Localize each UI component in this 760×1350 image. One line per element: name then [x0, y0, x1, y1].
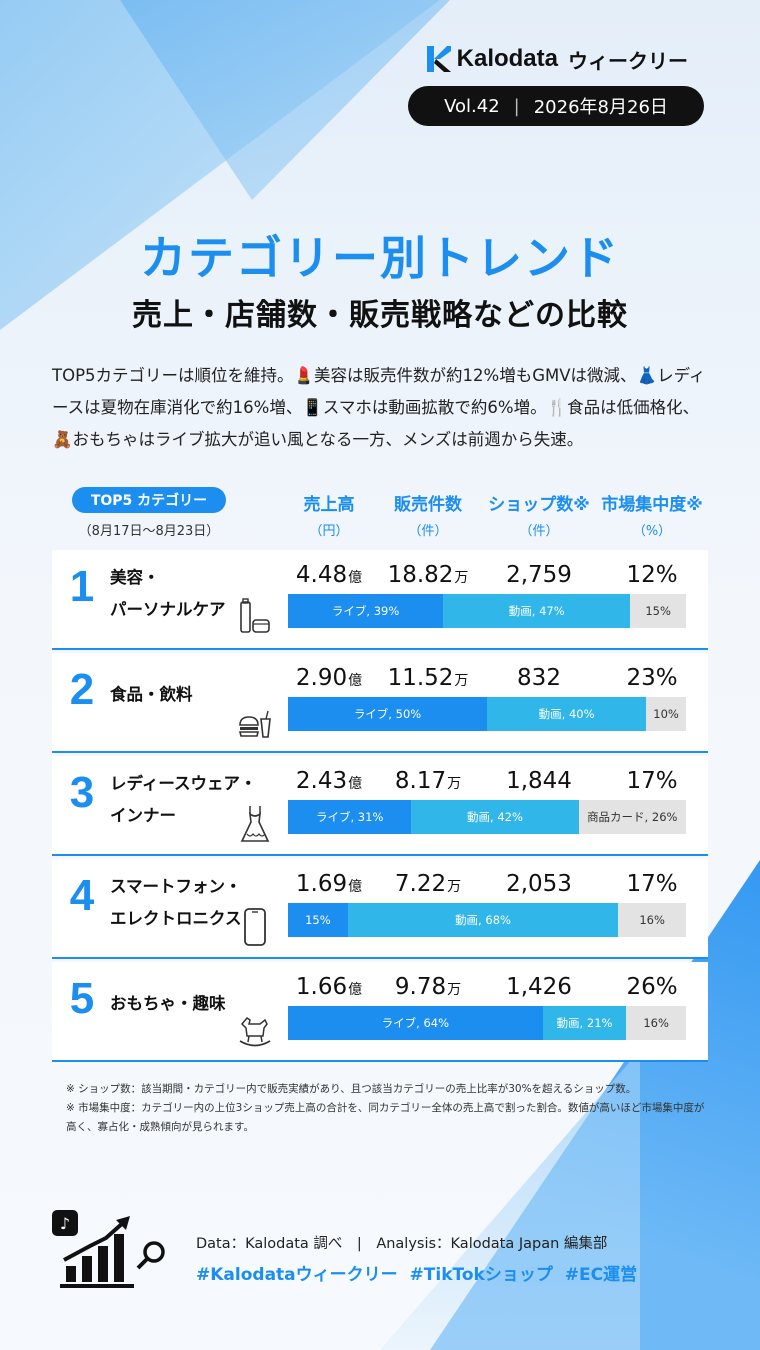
- shops-value: 2,759: [506, 562, 572, 588]
- data-source-credit: Data：Kalodata 調べ | Analysis：Kalodata Jap…: [196, 1236, 608, 1252]
- issue-pill: Vol.42 | 2026年8月26日: [408, 86, 704, 126]
- channel-share-bar: ライブ, 39% 動画, 47% 15%: [288, 594, 686, 628]
- bar-segment-live: ライブ, 31%: [288, 800, 412, 834]
- issue-date: 2026年8月26日: [533, 97, 668, 118]
- sales-value: 2.43億: [295, 768, 363, 794]
- page-title: カテゴリー別トレンド: [140, 231, 620, 285]
- concentration-value: 26%: [626, 974, 678, 1000]
- dress-icon: [240, 806, 270, 842]
- bar-segment-live: ライブ, 39%: [288, 594, 444, 628]
- category-name-line2: インナー: [110, 806, 176, 825]
- bar-segment-other: 商品カード, 26%: [578, 800, 686, 834]
- bar-segment-live: ライブ, 64%: [288, 1006, 543, 1040]
- intro-text: TOP5カテゴリーは順位を維持。💄美容は販売件数が約12%増もGMVは微減、👗レ…: [52, 366, 706, 449]
- burger-drink-icon: [238, 710, 271, 738]
- sales-value: 2.90億: [295, 665, 363, 691]
- brand-name: Kalodata: [456, 45, 558, 72]
- issue-volume: Vol.42: [444, 95, 500, 117]
- concentration-value: 17%: [626, 768, 678, 794]
- category-row-1: 1 美容・ パーソナルケア 4.48億 18.82万 2,759 12% ライブ…: [52, 550, 708, 650]
- smartphone-icon: [244, 908, 266, 946]
- footnote-shops: ※ ショップ数：該当期間・カテゴリー内で販売実績があり、且つ該当カテゴリーの売上…: [66, 1083, 637, 1095]
- bar-segment-other: 16%: [626, 1006, 686, 1040]
- rank-number: 1: [69, 562, 95, 611]
- sales-value: 4.48億: [295, 562, 363, 588]
- col-header-sales: 売上高: [303, 495, 355, 515]
- shops-value: 1,844: [506, 768, 572, 794]
- category-row-3: 3 レディースウェア・ インナー 2.43億 8.17万 1,844 17% ラ…: [52, 756, 708, 856]
- bar-segment-video: 動画, 47%: [443, 594, 631, 628]
- category-row-2: 2 食品・飲料 2.90億 11.52万 832 23% ライブ, 50% 動画,…: [52, 653, 708, 753]
- concentration-value: 17%: [626, 871, 678, 897]
- bar-segment-video: 動画, 68%: [347, 903, 619, 937]
- brand-header: Kalodata ウィークリー: [426, 44, 688, 74]
- col-header-units: 販売件数: [394, 495, 462, 515]
- category-name-line1: おもちゃ・趣味: [110, 994, 226, 1013]
- bar-segment-video: 動画, 21%: [542, 1006, 627, 1040]
- bar-segment-other: 16%: [618, 903, 686, 937]
- units-value: 11.52万: [387, 665, 469, 691]
- concentration-value: 12%: [626, 562, 678, 588]
- shops-value: 832: [517, 665, 561, 691]
- col-unit-units: （件）: [408, 524, 448, 539]
- bar-segment-live: 15%: [288, 903, 348, 937]
- rank-number: 3: [69, 768, 95, 817]
- cosmetics-icon: [240, 598, 270, 633]
- bar-segment-other: 10%: [646, 697, 686, 731]
- period-label: （8月17日〜8月23日）: [78, 524, 220, 539]
- category-name-line2: エレクトロニクス: [110, 909, 242, 928]
- category-name-line1: 美容・: [110, 568, 160, 587]
- category-name-line1: レディースウェア・: [110, 774, 257, 793]
- channel-share-bar: ライブ, 50% 動画, 40% 10%: [288, 697, 686, 731]
- category-row-5: 5 おもちゃ・趣味 1.66億 9.78万 1,426 26% ライブ, 64%…: [52, 962, 708, 1062]
- units-value: 7.22万: [394, 871, 462, 897]
- page-subtitle: 売上・店舗数・販売戦略などの比較: [132, 298, 628, 333]
- channel-share-bar: 15% 動画, 68% 16%: [288, 903, 686, 937]
- shops-value: 1,426: [506, 974, 572, 1000]
- bar-segment-video: 動画, 40%: [487, 697, 647, 731]
- shops-value: 2,053: [506, 871, 572, 897]
- svg-text:♪: ♪: [60, 1214, 70, 1233]
- col-header-concentration: 市場集中度※: [601, 495, 703, 515]
- footnote-concentration: ※ 市場集中度：カテゴリー内の上位3ショップ売上高の合計を、同カテゴリー全体の売…: [66, 1102, 705, 1133]
- category-name-line1: 食品・飲料: [110, 685, 193, 704]
- category-row-4: 4 スマートフォン・ エレクトロニクス 1.69億 7.22万 2,053 17…: [52, 859, 708, 959]
- bar-segment-live: ライブ, 50%: [288, 697, 487, 731]
- channel-share-bar: ライブ, 31% 動画, 42% 商品カード, 26%: [288, 800, 686, 834]
- col-unit-sales: （円）: [309, 524, 349, 539]
- brand-subtitle: ウィークリー: [568, 48, 688, 73]
- analytics-chart-icon: ♪: [52, 1210, 165, 1288]
- footnotes: ※ ショップ数：該当期間・カテゴリー内で販売実績があり、且つ該当カテゴリーの売上…: [66, 1080, 706, 1137]
- kalodata-logo-icon: [426, 46, 451, 72]
- category-name-line2: パーソナルケア: [110, 600, 226, 619]
- units-value: 18.82万: [387, 562, 469, 588]
- rank-number: 2: [69, 665, 95, 714]
- col-header-shops: ショップ数※: [488, 495, 590, 515]
- channel-share-bar: ライブ, 64% 動画, 21% 16%: [288, 1006, 686, 1040]
- bar-segment-other: 15%: [630, 594, 686, 628]
- bar-segment-video: 動画, 42%: [411, 800, 579, 834]
- concentration-value: 23%: [626, 665, 678, 691]
- category-name-line1: スマートフォン・: [110, 877, 242, 896]
- units-value: 8.17万: [394, 768, 462, 794]
- rank-number: 4: [69, 871, 95, 920]
- rocking-horse-icon: [239, 1017, 271, 1047]
- issue-separator: |: [513, 95, 520, 117]
- hashtags: #Kalodataウィークリー #TikTokショップ #EC運営: [196, 1265, 638, 1285]
- sales-value: 1.66億: [295, 974, 363, 1000]
- units-value: 9.78万: [394, 974, 462, 1000]
- col-unit-concentration: （%）: [632, 524, 672, 539]
- sales-value: 1.69億: [295, 871, 363, 897]
- rank-number: 5: [69, 974, 95, 1023]
- col-unit-shops: （件）: [519, 524, 559, 539]
- category-header-pill: TOP5 カテゴリー: [72, 487, 226, 513]
